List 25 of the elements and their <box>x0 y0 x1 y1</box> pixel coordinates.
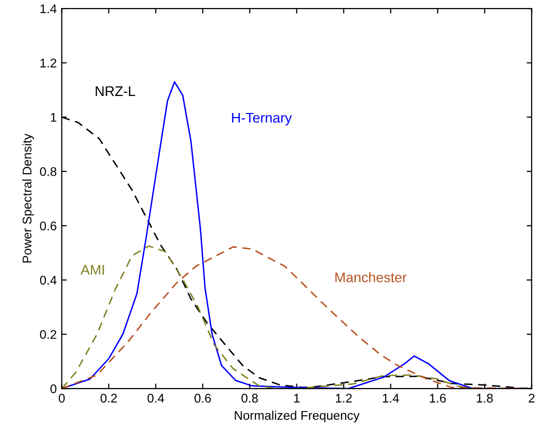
text: NRZ-L <box>96 86 136 96</box>
x-tick-label: 0.8 <box>242 394 258 403</box>
x-tick-label: 1.8 <box>476 394 493 403</box>
x-axis-title: Normalized Frequency <box>234 410 360 422</box>
y-tick-label: 0.4 <box>40 276 57 285</box>
x-tick-label: 1.2 <box>336 394 352 402</box>
x-tick-label: 1.6 <box>430 394 446 403</box>
y-tick-label: 1.2 <box>40 58 56 68</box>
series-label: AMI <box>80 265 104 275</box>
y-tick-label: 1 <box>50 113 56 122</box>
text: H-Ternary <box>232 112 292 126</box>
y-tick-label: 0 <box>50 384 56 394</box>
x-tick-label: 2 <box>528 394 534 402</box>
x-tick-label: 0.6 <box>194 394 211 403</box>
x-tick-label: 0.2 <box>100 394 117 403</box>
y-tick-label: 1.4 <box>40 4 57 14</box>
x-tick-label: 0.4 <box>148 394 164 403</box>
y-tick-label: 0.8 <box>40 167 56 176</box>
y-tick-label: 0.6 <box>40 222 56 230</box>
x-tick-label: 0 <box>58 394 65 403</box>
series-label: Manchester <box>335 272 407 282</box>
y-tick-label: 0.2 <box>40 330 56 339</box>
x-tick-label: 1.4 <box>382 394 399 402</box>
x-tick-label: 1 <box>294 394 300 402</box>
y-axis-title: Power Spectral Density <box>22 134 34 262</box>
